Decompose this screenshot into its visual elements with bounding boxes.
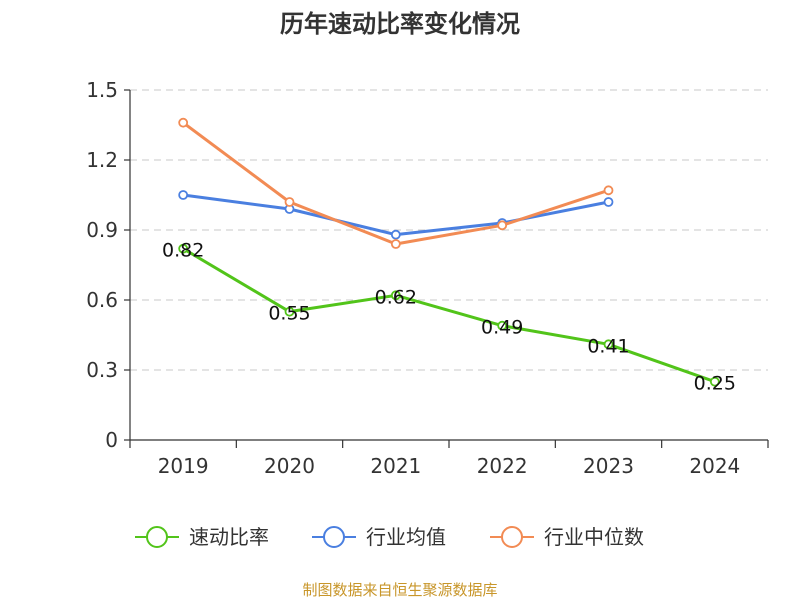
- legend-marker-0: [146, 526, 168, 548]
- y-tick-label-3: 0.9: [86, 218, 118, 242]
- x-tick-label-2024: 2024: [689, 454, 740, 478]
- data-label-2020: 0.55: [268, 303, 310, 325]
- point-0-2021: [390, 290, 401, 301]
- data-label-2021: 0.62: [375, 286, 417, 308]
- data-label-2022: 0.49: [481, 317, 523, 339]
- series-2: [178, 117, 614, 249]
- point-0-2024: [709, 376, 720, 387]
- legend-label-1: 行业均值: [366, 525, 446, 549]
- x-tick-label-2022: 2022: [477, 454, 528, 478]
- point-2-2022: [497, 220, 508, 231]
- legend-label-0: 速动比率: [189, 525, 269, 549]
- legend-item-0[interactable]: 速动比率: [135, 525, 269, 549]
- point-0-2023: [603, 339, 614, 350]
- x-tick-label-2020: 2020: [264, 454, 315, 478]
- series-1: [178, 190, 614, 240]
- point-0-2020: [284, 306, 295, 317]
- y-tick-label-5: 1.5: [86, 78, 118, 102]
- legend-item-2[interactable]: 行业中位数: [490, 525, 644, 549]
- data-label-2019: 0.82: [162, 240, 204, 262]
- data-labels: 0.82 0.55 0.62 0.49 0.41 0.25: [162, 240, 736, 395]
- point-1-2019: [178, 190, 189, 200]
- series-lines: [178, 117, 720, 387]
- x-tick-label-2021: 2021: [370, 454, 421, 478]
- data-label-2024: 0.25: [694, 373, 736, 395]
- point-2-2021: [390, 239, 401, 249]
- source-note: 制图数据来自恒生聚源数据库: [302, 581, 497, 599]
- y-tick-label-1: 0.3: [86, 358, 118, 382]
- y-tick-label-0: 0: [105, 428, 118, 452]
- x-tick-label-2023: 2023: [583, 454, 634, 478]
- legend-marker-1: [323, 526, 345, 548]
- y-tick-label-2: 0.6: [86, 288, 118, 312]
- legend-marker-2: [501, 526, 523, 548]
- point-2-2020: [284, 197, 295, 207]
- legend: 速动比率 行业均值 行业中位数: [135, 525, 644, 549]
- point-0-2019: [178, 243, 189, 254]
- y-tick-label-4: 1.2: [86, 148, 118, 172]
- series-line-1: [182, 193, 609, 237]
- series-line-2: [182, 121, 609, 246]
- chart-title: 历年速动比率变化情况: [280, 10, 520, 38]
- point-0-2022: [497, 320, 508, 331]
- point-1-2023: [603, 197, 614, 207]
- point-1-2021: [390, 229, 401, 240]
- series-0: [178, 243, 720, 387]
- axes: 0 0.3 0.6 0.9 1.2 1.5 2019 2020 2021 2022 2023 2024: [86, 78, 769, 478]
- point-2-2019: [178, 117, 189, 128]
- legend-item-1[interactable]: 行业均值: [312, 525, 446, 549]
- point-2-2023: [603, 185, 614, 196]
- legend-label-2: 行业中位数: [544, 525, 644, 549]
- data-label-2023: 0.41: [587, 335, 629, 357]
- series-line-0: [182, 247, 716, 384]
- x-tick-label-2019: 2019: [158, 454, 209, 478]
